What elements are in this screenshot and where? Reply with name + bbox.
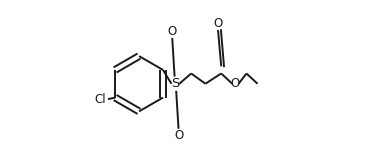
Text: O: O <box>231 77 240 90</box>
Text: O: O <box>168 25 177 38</box>
Text: O: O <box>174 129 183 142</box>
Text: S: S <box>171 77 180 90</box>
Text: O: O <box>214 17 223 30</box>
Text: Cl: Cl <box>95 93 107 106</box>
